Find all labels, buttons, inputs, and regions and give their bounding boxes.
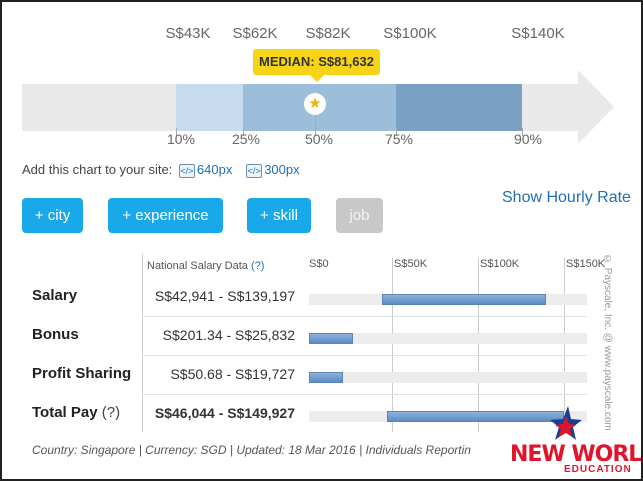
percentile-label-10: 10%: [166, 131, 196, 147]
percentile-label-50: 50%: [304, 131, 334, 147]
range-arrow-head: [578, 70, 614, 144]
show-hourly-rate-link[interactable]: Show Hourly Rate: [502, 189, 631, 206]
help-link[interactable]: (?): [250, 260, 265, 272]
star-logo-icon: [550, 406, 582, 440]
tick-10: [176, 128, 177, 136]
row-range-salary: S$42,941 - S$139,197: [154, 288, 295, 304]
total-pay-help-link[interactable]: (?): [101, 404, 121, 421]
row-bar-salary: [381, 294, 546, 305]
add-chart-text: Add this chart to your site:: [22, 162, 173, 177]
table-header-label: National Salary Data: [147, 260, 248, 272]
range-segment-10-25: [176, 84, 243, 131]
scale-label-150k: S$150K: [566, 258, 606, 270]
row-range-total-pay: S$46,044 - S$149,927: [154, 405, 295, 421]
scale-label-100k: S$100K: [480, 258, 520, 270]
percentile-amount-90: S$140K: [511, 25, 565, 42]
gridline-150k: [564, 258, 565, 432]
add-chart-row: Add this chart to your site: </> 640px </…: [22, 162, 300, 178]
add-city-button[interactable]: + city: [22, 198, 83, 233]
row-bar-bg-bonus: [309, 333, 587, 344]
scale-label-50k: S$50K: [394, 258, 428, 270]
percentile-amount-10: S$43K: [165, 25, 211, 42]
row-divider: [142, 355, 587, 356]
job-button[interactable]: job: [336, 198, 383, 233]
table-header: National Salary Data (?): [147, 260, 264, 272]
row-label-profit-sharing: Profit Sharing: [32, 365, 132, 382]
new-world-education-logo: NEW WORLD EDUCATION: [510, 406, 642, 478]
total-pay-label: Total Pay: [32, 404, 98, 421]
row-divider: [142, 316, 587, 317]
star-icon: ★: [304, 93, 326, 115]
row-label-total-pay: Total Pay (?): [32, 404, 120, 421]
row-divider: [142, 394, 587, 395]
tick-25: [243, 128, 244, 136]
row-label-bonus: Bonus: [32, 326, 79, 343]
row-range-profit-sharing: S$50.68 - S$19,727: [170, 366, 295, 382]
footer-info: Country: Singapore | Currency: SGD | Upd…: [32, 443, 471, 457]
percentile-label-90: 90%: [513, 131, 543, 147]
row-bar-total-pay: [387, 411, 564, 422]
tick-90: [522, 128, 523, 136]
embed-640-link[interactable]: 640px: [196, 162, 233, 177]
row-label-salary: Salary: [32, 287, 78, 304]
gridline-100k: [478, 258, 479, 432]
row-range-bonus: S$201.34 - S$25,832: [162, 327, 295, 343]
embed-icon: </>: [246, 163, 263, 178]
scale-label-0: S$0: [309, 258, 329, 270]
median-badge: MEDIAN: S$81,632: [253, 49, 380, 82]
table-divider: [142, 254, 143, 432]
add-skill-button[interactable]: + skill: [247, 198, 311, 233]
percentile-label-75: 75%: [384, 131, 414, 147]
percentile-label-25: 25%: [231, 131, 261, 147]
logo-wordmark: NEW WORLD: [510, 442, 642, 467]
payscale-credit: © Payscale, Inc. @ www.payscale.com: [602, 254, 613, 431]
gridline-50k: [392, 258, 393, 432]
percentile-amount-75: S$100K: [383, 25, 437, 42]
row-bar-bg-profit-sharing: [309, 372, 587, 383]
tick-50: [315, 114, 316, 136]
row-bar-profit-sharing: [309, 372, 343, 383]
logo-subtitle: EDUCATION: [564, 464, 632, 475]
add-experience-button[interactable]: + experience: [108, 198, 223, 233]
row-bar-bonus: [309, 333, 353, 344]
percentile-amount-25: S$62K: [232, 25, 278, 42]
range-segment-75-90: [396, 84, 522, 131]
embed-icon: </>: [178, 163, 195, 178]
percentile-amount-50: S$82K: [305, 25, 351, 42]
tick-75: [396, 128, 397, 136]
embed-300-link[interactable]: 300px: [264, 162, 300, 177]
